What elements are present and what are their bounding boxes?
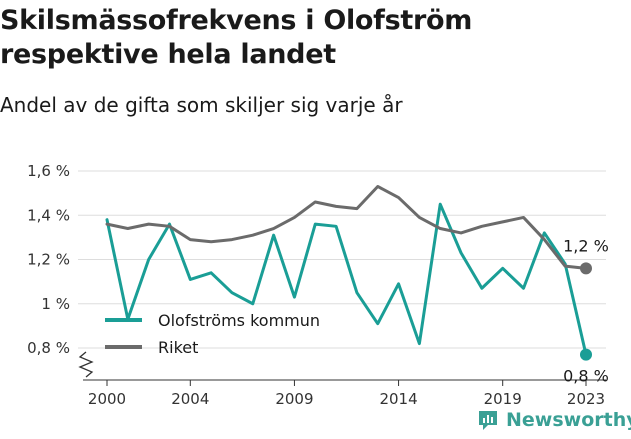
brand-name: Newsworthy [506, 409, 631, 431]
axis-break-icon [78, 351, 94, 378]
legend: Olofströms kommun Riket [105, 311, 320, 357]
x-tick-label: 2019 [484, 390, 522, 408]
x-tick-label: 2014 [379, 390, 417, 408]
x-axis: 2000 2004 2009 2014 2019 2023 [83, 379, 606, 408]
legend-label: Riket [158, 338, 198, 357]
y-tick-label: 1,4 % [27, 206, 70, 224]
x-tick-label: 2009 [275, 390, 313, 408]
x-tick-label: 2004 [171, 390, 209, 408]
y-tick-label: 0,8 % [27, 339, 70, 357]
end-labels: 1,2 % 0,8 % [563, 236, 609, 385]
chart-subtitle: Andel av de gifta som skiljer sig varje … [0, 93, 403, 117]
y-tick-label: 1,2 % [27, 251, 70, 269]
series-line-1 [105, 184, 588, 270]
x-tick-label: 2000 [88, 390, 126, 408]
y-tick-label: 1,6 % [27, 162, 70, 180]
series-lines [105, 184, 588, 357]
series-line-0 [105, 202, 588, 357]
newsworthy-chart-icon [479, 411, 497, 430]
end-value-label: 0,8 % [563, 367, 609, 386]
end-point [580, 348, 592, 361]
legend-label: Olofströms kommun [158, 311, 320, 330]
x-tick-label: 2023 [567, 390, 605, 408]
y-axis: 0,8 % 1 % 1,2 % 1,4 % 1,6 % [27, 162, 94, 378]
y-tick-label: 1 % [41, 295, 70, 313]
end-value-label: 1,2 % [563, 236, 609, 255]
gridlines [78, 170, 606, 349]
chart-title: Skilsmässofrekvens i Olofström respektiv… [0, 5, 473, 70]
newsworthy-logo: Newsworthy [476, 408, 631, 432]
end-point [580, 262, 592, 275]
